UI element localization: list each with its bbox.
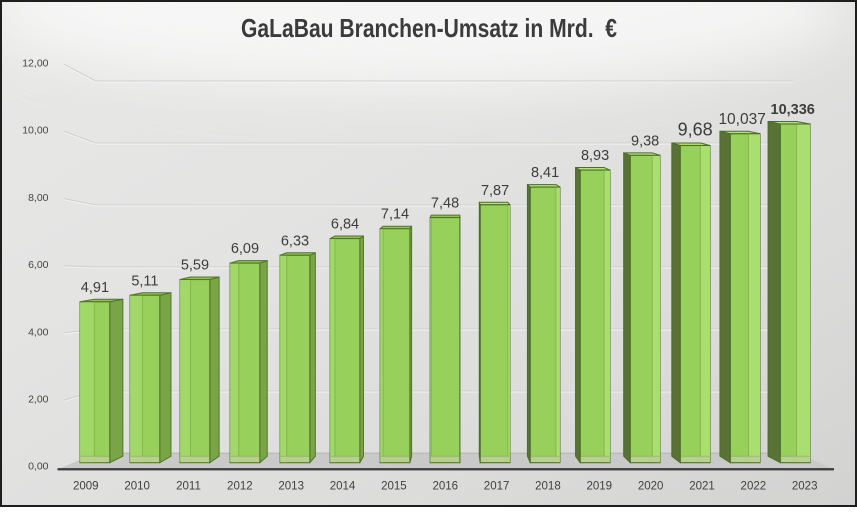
svg-text:GaLaBau Branchen-Umsatz in Mrd: GaLaBau Branchen-Umsatz in Mrd. € xyxy=(241,13,617,43)
svg-text:2015: 2015 xyxy=(381,481,407,493)
svg-text:2009: 2009 xyxy=(73,481,99,493)
svg-text:2017: 2017 xyxy=(484,481,510,493)
svg-text:6,09: 6,09 xyxy=(231,241,259,257)
svg-text:7,48: 7,48 xyxy=(431,196,459,212)
svg-text:2010: 2010 xyxy=(124,481,150,493)
svg-text:7,87: 7,87 xyxy=(481,183,509,199)
svg-text:7,14: 7,14 xyxy=(381,207,409,223)
svg-text:2016: 2016 xyxy=(432,481,458,493)
svg-text:5,11: 5,11 xyxy=(131,273,158,289)
svg-text:2023: 2023 xyxy=(792,481,818,493)
svg-text:6,00: 6,00 xyxy=(28,259,49,271)
svg-text:2021: 2021 xyxy=(689,481,715,493)
svg-text:2013: 2013 xyxy=(278,481,304,493)
svg-text:0,00: 0,00 xyxy=(28,461,49,473)
svg-text:6,33: 6,33 xyxy=(281,233,309,249)
svg-text:10,336: 10,336 xyxy=(771,102,815,118)
svg-text:4,00: 4,00 xyxy=(28,326,49,338)
svg-text:6,84: 6,84 xyxy=(331,217,359,233)
svg-text:8,41: 8,41 xyxy=(531,165,559,181)
svg-text:2020: 2020 xyxy=(638,481,664,493)
svg-text:2019: 2019 xyxy=(587,481,613,493)
svg-text:9,38: 9,38 xyxy=(631,133,659,149)
svg-text:12,00: 12,00 xyxy=(22,58,48,70)
svg-text:2012: 2012 xyxy=(227,481,253,493)
svg-text:2,00: 2,00 xyxy=(28,394,49,406)
svg-text:4,91: 4,91 xyxy=(81,280,109,296)
svg-text:2022: 2022 xyxy=(741,481,767,493)
svg-text:5,59: 5,59 xyxy=(181,258,209,274)
svg-text:2018: 2018 xyxy=(535,481,561,493)
svg-text:8,00: 8,00 xyxy=(28,192,49,204)
svg-text:9,68: 9,68 xyxy=(678,119,713,139)
svg-text:10,037: 10,037 xyxy=(718,111,765,128)
svg-text:8,93: 8,93 xyxy=(581,148,609,164)
svg-text:2011: 2011 xyxy=(176,481,201,493)
svg-text:2014: 2014 xyxy=(330,481,356,493)
svg-text:10,00: 10,00 xyxy=(22,125,48,137)
